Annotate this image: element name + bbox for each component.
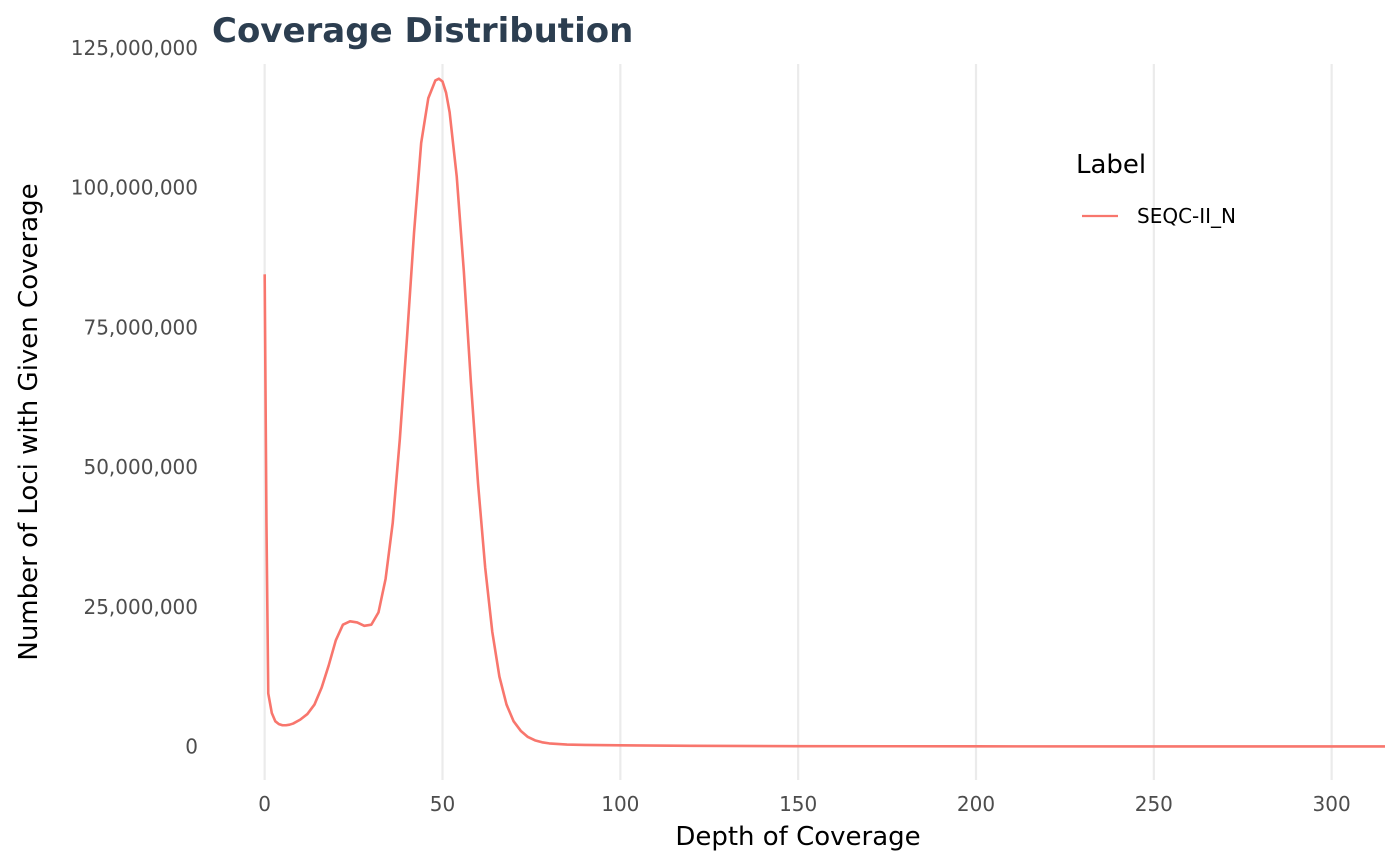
y-axis-ticks: 0 25,000,000 50,000,000 75,000,000 100,000,0… [71,36,198,758]
grid-lines [263,64,1333,780]
series-line-0 [263,77,1386,748]
x-tick-label-2: 100 [601,792,639,816]
x-tick-label-4: 200 [957,792,995,816]
y-tick-label-1: 25,000,000 [83,595,198,619]
chart-title: Coverage Distribution [212,11,633,51]
legend: Label SEQC-II_N [1076,150,1236,228]
x-tick-label-1: 50 [430,792,455,816]
y-tick-label-0: 0 [185,734,198,758]
x-tick-label-6: 300 [1313,792,1351,816]
legend-label-seqc-ii-n: SEQC-II_N [1137,204,1236,228]
y-tick-label-5: 125,000,000 [71,36,198,60]
x-tick-label-5: 250 [1135,792,1173,816]
series-layer [263,77,1386,748]
y-tick-label-2: 50,000,000 [83,455,198,479]
y-axis-label: Number of Loci with Given Coverage [14,183,44,660]
y-tick-label-4: 100,000,000 [71,176,198,200]
legend-title: Label [1076,150,1146,180]
x-tick-label-0: 0 [258,792,271,816]
x-tick-label-3: 150 [779,792,817,816]
x-axis-label: Depth of Coverage [675,822,920,852]
x-axis-ticks: 0 50 100 150 200 250 300 [258,792,1350,816]
y-tick-label-3: 75,000,000 [83,315,198,339]
